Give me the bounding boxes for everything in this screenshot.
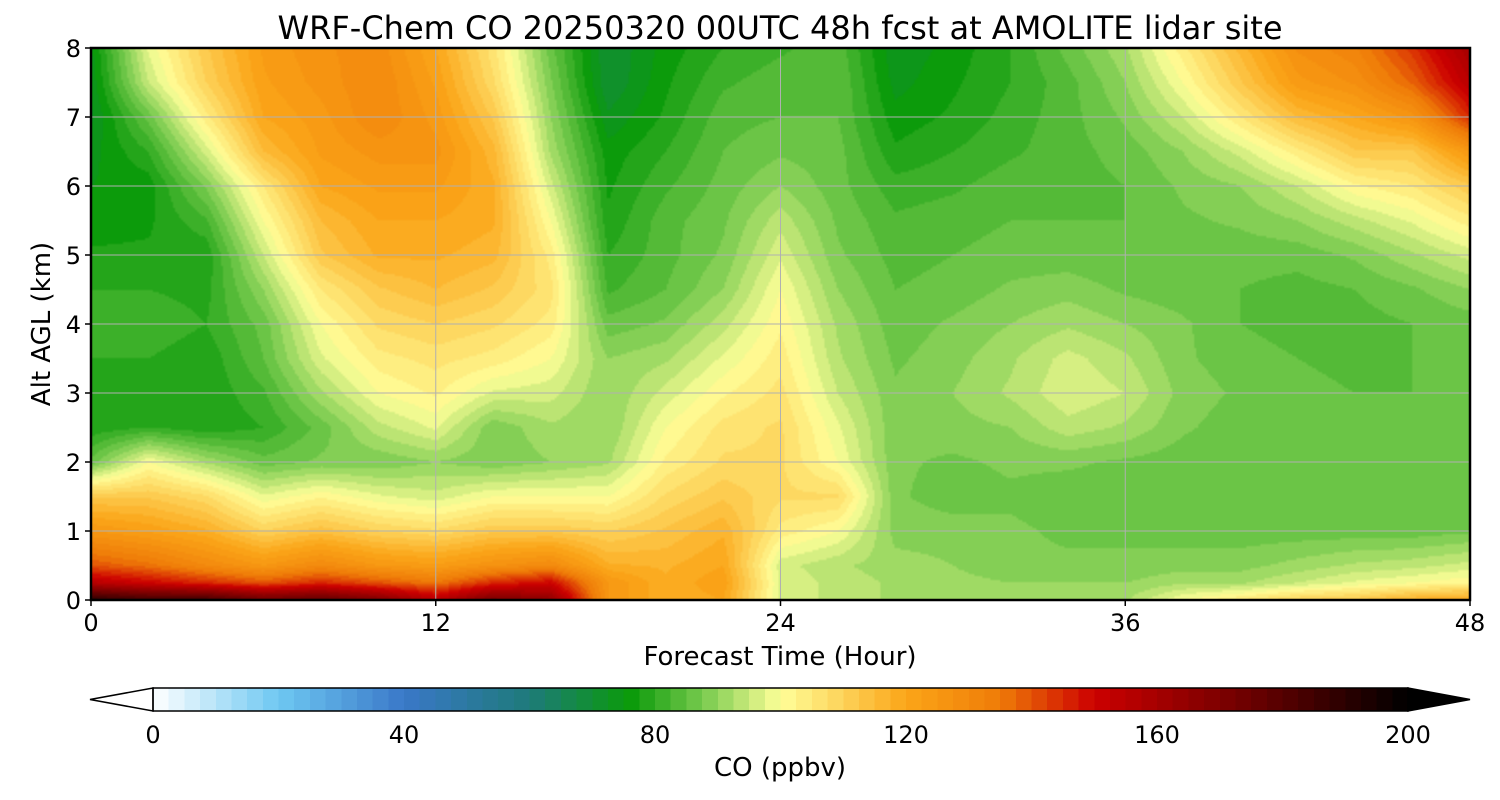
x-tick-label: 12 bbox=[420, 609, 451, 637]
colorbar-tick-label: 40 bbox=[389, 721, 420, 749]
x-tick-label: 0 bbox=[83, 609, 98, 637]
x-tick-label: 48 bbox=[1455, 609, 1486, 637]
y-axis-ticks: 0 1 2 3 4 5 6 7 8 bbox=[66, 35, 91, 615]
colorbar-tick-label: 80 bbox=[640, 721, 671, 749]
y-tick-label: 0 bbox=[66, 587, 81, 615]
colorbar-frame bbox=[152, 687, 1409, 712]
y-tick-label: 1 bbox=[66, 518, 81, 546]
y-axis-label: Alt AGL (km) bbox=[27, 242, 57, 406]
chart-title: WRF-Chem CO 20250320 00UTC 48h fcst at A… bbox=[277, 9, 1282, 47]
y-tick-label: 3 bbox=[66, 380, 81, 408]
colorbar-label: CO (ppbv) bbox=[714, 753, 846, 783]
colorbar-tick-label: 120 bbox=[883, 721, 929, 749]
y-tick-label: 2 bbox=[66, 449, 81, 477]
colorbar-tick-label: 160 bbox=[1134, 721, 1180, 749]
plot-frame bbox=[89, 46, 1472, 602]
x-axis-ticks: 0 12 24 36 48 bbox=[83, 600, 1485, 637]
x-tick-label: 36 bbox=[1110, 609, 1141, 637]
colorbar-gradient bbox=[153, 688, 1408, 711]
colorbar-extend-low bbox=[89, 687, 154, 712]
y-tick-label: 5 bbox=[66, 242, 81, 270]
colorbar-ticks: 0 40 80 120 160 200 bbox=[145, 721, 1431, 749]
colorbar-tick-label: 200 bbox=[1385, 721, 1431, 749]
colorbar-tick-label: 0 bbox=[145, 721, 160, 749]
x-axis-label: Forecast Time (Hour) bbox=[643, 642, 916, 672]
colorbar-extend-high bbox=[1407, 687, 1471, 712]
x-tick-label: 24 bbox=[765, 609, 796, 637]
y-tick-label: 7 bbox=[66, 104, 81, 132]
y-tick-label: 8 bbox=[66, 35, 81, 63]
y-tick-label: 6 bbox=[66, 173, 81, 201]
y-tick-label: 4 bbox=[66, 311, 81, 339]
